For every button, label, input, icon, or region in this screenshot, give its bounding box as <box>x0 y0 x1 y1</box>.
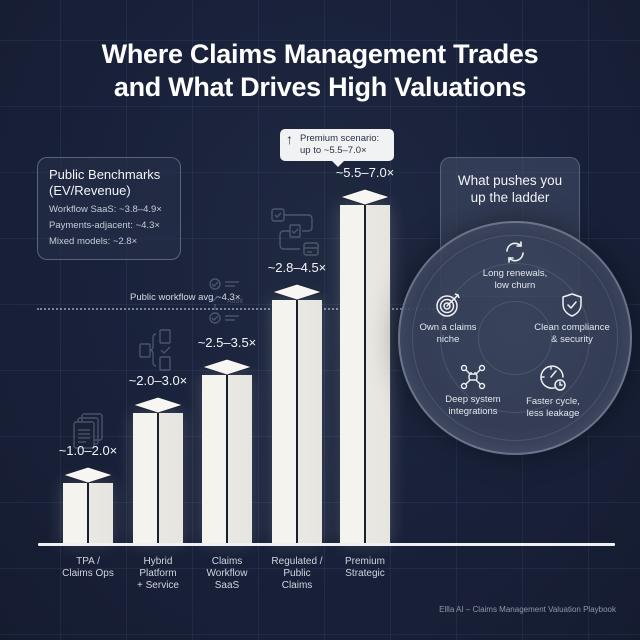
dial-ring <box>412 235 618 441</box>
category-line: Claims <box>211 556 243 567</box>
shield-check-icon <box>562 293 582 317</box>
bar-value-label: ~2.0–3.0× <box>128 373 188 388</box>
bar-premium-strategic: ~5.5–7.0× <box>336 165 394 543</box>
public-benchmarks-card: Public Benchmarks (EV/Revenue) Workflow … <box>37 157 181 260</box>
bar-hybrid-platform: ~2.0–3.0× <box>129 373 187 543</box>
bar-top-face <box>202 359 252 375</box>
category-label-premium: Premium Strategic <box>320 556 410 580</box>
callout-line-1: Premium scenario: <box>300 133 380 144</box>
x-axis-baseline <box>38 543 615 546</box>
page-title: Where Claims Management Trades and What … <box>0 38 640 104</box>
bar-value-label: ~2.8–4.5× <box>267 260 327 275</box>
bar-top-face <box>63 467 113 483</box>
bar-tpa-claims-ops: ~1.0–2.0× <box>59 443 117 543</box>
dial-ring <box>440 263 590 413</box>
driver-faster-cycle: Faster cycle, less leakage <box>503 364 603 420</box>
bar-claims-workflow-saas: ~2.5–3.5× <box>198 335 256 543</box>
category-line: TPA / <box>76 556 100 567</box>
bar-front <box>340 205 390 543</box>
category-label-hybrid: Hybrid Platform + Service <box>113 556 203 592</box>
benchmark-row: Payments-adjacent: ~4.3× <box>49 220 160 231</box>
driver-line: niche <box>436 334 460 345</box>
title-line-1: Where Claims Management Trades <box>101 39 539 69</box>
driver-long-renewals: Long renewals, low churn <box>465 240 565 292</box>
driver-line: Own a claims <box>419 322 477 333</box>
category-line: Claims <box>281 580 313 591</box>
document-split-icon <box>139 329 171 371</box>
category-line: Claims Ops <box>62 568 114 579</box>
stopwatch-icon <box>540 365 566 391</box>
drivers-heading: What pushes you up the ladder <box>441 172 579 206</box>
bar-front <box>133 413 183 543</box>
driver-own-niche: Own a claims niche <box>398 292 498 346</box>
category-line: Strategic <box>345 568 385 579</box>
category-label-tpa: TPA / Claims Ops <box>43 556 133 580</box>
premium-scenario-callout: ↑ Premium scenario: up to ~5.5–7.0× <box>280 129 394 167</box>
drivers-heading-line-2: up the ladder <box>470 190 550 205</box>
category-line: Public <box>283 568 311 579</box>
bar-front <box>202 375 252 543</box>
category-label-workflow-saas: Claims Workflow SaaS <box>182 556 272 592</box>
workflow-flow-icon <box>271 208 319 256</box>
driver-line: Deep system <box>445 394 501 405</box>
arrow-up-icon: ↑ <box>286 131 293 147</box>
driver-line: Faster cycle, <box>526 396 580 407</box>
refresh-cycle-icon <box>506 241 524 263</box>
bar-top-face <box>133 397 183 413</box>
benchmark-row: Workflow SaaS: ~3.8–4.9× <box>49 204 162 215</box>
category-line: Premium <box>344 556 385 567</box>
bar-value-label: ~2.5–3.5× <box>197 335 257 350</box>
reference-line <box>37 308 437 310</box>
driver-line: less leakage <box>526 408 580 419</box>
bar-value-label: ~5.5–7.0× <box>335 165 395 180</box>
driver-line: & security <box>551 334 593 345</box>
category-line: + Service <box>137 580 179 591</box>
benchmark-row: Mixed models: ~2.8× <box>49 236 138 247</box>
audit-checklist-icon: Audit <box>209 278 243 324</box>
category-line: Workflow <box>206 568 248 579</box>
bar-top-face <box>272 284 322 300</box>
bar-front <box>63 483 113 543</box>
documents-stack-icon <box>73 413 103 449</box>
bar-value-label: ~1.0–2.0× <box>58 443 118 458</box>
callout-line-2: up to ~5.5–7.0× <box>300 145 367 156</box>
dial-ring <box>478 301 552 375</box>
category-line: SaaS <box>214 580 240 591</box>
category-label-regulated: Regulated / Public Claims <box>252 556 342 592</box>
bar-top-face <box>340 189 390 205</box>
category-line: Hybrid <box>143 556 173 567</box>
title-line-2: and What Drives High Valuations <box>113 72 527 102</box>
drivers-heading-line-1: What pushes you <box>457 173 563 188</box>
driver-line: Long renewals, <box>482 268 548 279</box>
category-line: Platform <box>139 568 177 579</box>
benchmarks-heading: Public Benchmarks <box>49 167 161 182</box>
driver-integrations: Deep system integrations <box>423 364 523 418</box>
driver-line: integrations <box>448 406 498 417</box>
reference-line-label: Public workflow avg ~4.3× <box>130 292 241 303</box>
bar-regulated-public-claims: ~2.8–4.5× <box>268 260 326 543</box>
svg-text:Audit: Audit <box>227 298 243 305</box>
driver-line: Clean compliance <box>534 322 610 333</box>
category-line: Regulated / <box>271 556 323 567</box>
driver-line: low churn <box>494 280 536 291</box>
benchmarks-subheading: (EV/Revenue) <box>49 183 131 198</box>
bar-front <box>272 300 322 543</box>
footer-credit: Ellla AI – Claims Management Valuation P… <box>439 605 616 614</box>
integration-plug-icon <box>460 364 486 390</box>
target-icon <box>436 293 460 317</box>
driver-compliance: Clean compliance & security <box>522 292 622 346</box>
